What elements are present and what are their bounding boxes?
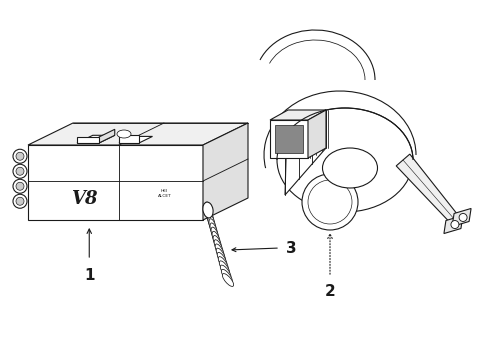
Ellipse shape <box>209 219 217 234</box>
Circle shape <box>302 174 358 230</box>
Ellipse shape <box>322 148 377 188</box>
Ellipse shape <box>277 108 413 212</box>
Circle shape <box>16 152 24 160</box>
Circle shape <box>13 164 27 178</box>
Polygon shape <box>99 129 115 143</box>
Ellipse shape <box>221 269 232 283</box>
Polygon shape <box>119 135 139 143</box>
Polygon shape <box>203 123 248 220</box>
Polygon shape <box>28 145 203 220</box>
Ellipse shape <box>217 252 227 266</box>
Polygon shape <box>270 120 308 158</box>
Polygon shape <box>77 137 99 143</box>
Text: V8: V8 <box>71 190 97 208</box>
Ellipse shape <box>207 211 214 226</box>
Ellipse shape <box>203 202 213 218</box>
Ellipse shape <box>211 227 219 242</box>
Circle shape <box>459 213 467 221</box>
Circle shape <box>308 180 352 224</box>
Circle shape <box>451 221 459 229</box>
Polygon shape <box>452 208 471 226</box>
Polygon shape <box>308 110 326 158</box>
Polygon shape <box>285 110 326 195</box>
Circle shape <box>16 167 24 175</box>
Circle shape <box>13 149 27 163</box>
Ellipse shape <box>208 215 215 230</box>
Ellipse shape <box>213 235 221 250</box>
Circle shape <box>16 182 24 190</box>
Ellipse shape <box>216 248 226 262</box>
Polygon shape <box>396 154 459 224</box>
Circle shape <box>13 194 27 208</box>
Polygon shape <box>444 216 463 234</box>
Circle shape <box>13 179 27 193</box>
Ellipse shape <box>222 274 234 287</box>
Polygon shape <box>270 110 326 120</box>
Circle shape <box>16 197 24 205</box>
Text: 3: 3 <box>286 240 296 256</box>
Ellipse shape <box>117 130 131 138</box>
Ellipse shape <box>220 265 231 278</box>
Polygon shape <box>77 135 115 143</box>
Ellipse shape <box>218 257 228 270</box>
Text: 1: 1 <box>84 267 95 283</box>
Polygon shape <box>119 136 152 143</box>
Ellipse shape <box>205 202 211 218</box>
Ellipse shape <box>220 261 230 274</box>
Ellipse shape <box>212 231 220 246</box>
Ellipse shape <box>210 223 218 238</box>
Polygon shape <box>275 125 303 153</box>
Ellipse shape <box>206 206 213 222</box>
Text: HEI
ALCET: HEI ALCET <box>158 189 172 198</box>
Ellipse shape <box>214 240 223 255</box>
Polygon shape <box>28 123 248 145</box>
Ellipse shape <box>215 244 224 258</box>
Text: 2: 2 <box>324 284 335 300</box>
